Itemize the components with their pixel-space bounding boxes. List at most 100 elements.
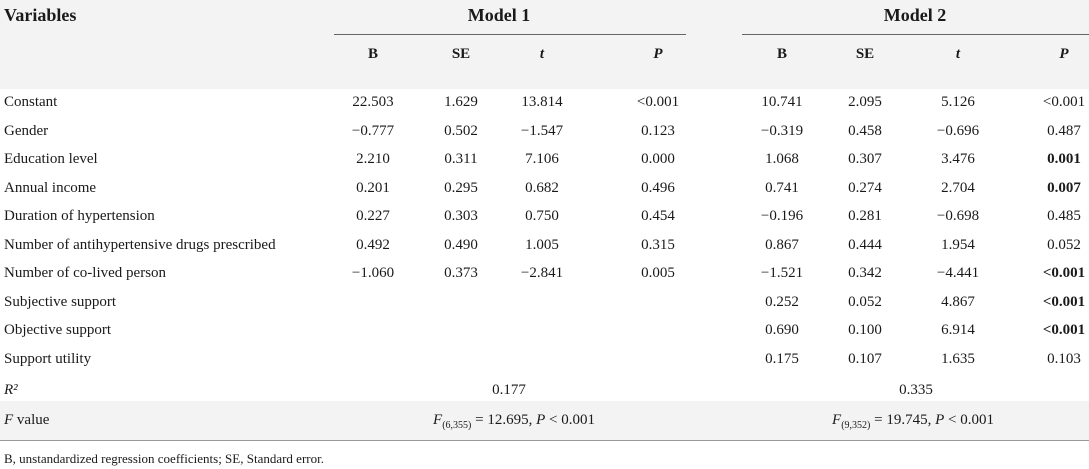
row-label: Number of antihypertensive drugs prescri… [4, 237, 276, 253]
m2-p-cell: <0.001 [1042, 94, 1086, 110]
m1-b-cell: 22.503 [352, 94, 394, 110]
bottom-rule [0, 440, 1089, 441]
m1-p-cell: 0.454 [641, 208, 675, 224]
m2-se-cell: 0.342 [848, 265, 882, 281]
m2-p-cell: 0.007 [1047, 180, 1081, 196]
m1-p-cell: <0.001 [636, 94, 680, 110]
fvalue-label: F value [4, 412, 50, 428]
row-label: Support utility [4, 351, 92, 367]
fvalue-m2-pval: < 0.001 [944, 412, 994, 428]
m2-t-cell: −4.441 [936, 265, 980, 281]
m2-b-cell: 0.252 [765, 294, 799, 310]
m2-b-cell: −0.319 [760, 123, 804, 139]
row-label: Duration of hypertension [4, 208, 155, 224]
model1-header: Model 1 [467, 5, 531, 25]
m1-se-cell: 0.295 [444, 180, 478, 196]
m2-t-cell: 2.704 [941, 180, 975, 196]
m2-se-cell: 0.307 [848, 151, 882, 167]
row-label: Annual income [4, 180, 97, 196]
row-label: Number of co-lived person [4, 265, 167, 281]
fvalue-m1-stat: = 12.695, [471, 412, 537, 428]
row-label: Constant [4, 94, 58, 110]
m1-p-cell: 0.315 [641, 237, 675, 253]
m1-col-se: SE [451, 46, 471, 62]
m2-p-cell: 0.001 [1047, 151, 1081, 167]
m2-se-cell: 0.281 [848, 208, 882, 224]
m1-t-cell: −1.547 [520, 123, 564, 139]
m2-p-cell: 0.052 [1047, 237, 1081, 253]
r2-model1: 0.177 [492, 382, 526, 398]
m2-b-cell: 0.175 [765, 351, 799, 367]
m1-col-p: P [653, 46, 663, 62]
row-label: Gender [4, 123, 49, 139]
m2-t-cell: 1.635 [941, 351, 975, 367]
row-label: Objective support [4, 322, 112, 338]
fvalue-m2-stat: = 19.745, [870, 412, 936, 428]
m1-t-cell: 13.814 [521, 94, 563, 110]
m2-t-cell: 4.867 [941, 294, 975, 310]
fvalue-model2: F(9,352) = 19.745, P < 0.001 [832, 412, 994, 431]
r2-label: R² [4, 382, 18, 398]
m1-p-cell: 0.000 [641, 151, 675, 167]
m1-p-cell: 0.123 [641, 123, 675, 139]
m2-b-cell: 0.741 [765, 180, 799, 196]
fvalue-m2-df: (9,352) [841, 420, 871, 431]
fvalue-m1-pval: < 0.001 [545, 412, 595, 428]
m2-p-cell: <0.001 [1042, 322, 1086, 338]
m1-t-cell: 0.750 [525, 208, 559, 224]
m2-t-cell: 6.914 [941, 322, 975, 338]
m2-b-cell: −1.521 [760, 265, 804, 281]
fvalue-m1-df: (6,355) [442, 420, 472, 431]
m2-se-cell: 2.095 [848, 94, 882, 110]
m1-col-t: t [539, 46, 545, 62]
m2-t-cell: −0.698 [936, 208, 980, 224]
model2-rule [742, 34, 1089, 35]
m2-se-cell: 0.458 [848, 123, 882, 139]
fvalue-m2-p: P [935, 412, 945, 428]
variables-header: Variables [4, 5, 77, 25]
model1-rule [334, 34, 686, 35]
m1-t-cell: 7.106 [525, 151, 559, 167]
m2-t-cell: 1.954 [941, 237, 975, 253]
row-label: Education level [4, 151, 98, 167]
m1-b-cell: 0.227 [356, 208, 390, 224]
m2-se-cell: 0.107 [848, 351, 882, 367]
fvalue-label-rest: value [13, 412, 50, 428]
m2-b-cell: 0.867 [765, 237, 799, 253]
m2-p-cell: <0.001 [1042, 265, 1086, 281]
fvalue-m1-p: P [536, 412, 546, 428]
m2-se-cell: 0.100 [848, 322, 882, 338]
m2-col-t: t [955, 46, 961, 62]
header-band [0, 0, 1089, 89]
m1-se-cell: 0.490 [444, 237, 478, 253]
m2-se-cell: 0.274 [848, 180, 882, 196]
m2-b-cell: 10.741 [761, 94, 803, 110]
m2-col-p: P [1059, 46, 1069, 62]
m1-b-cell: −0.777 [351, 123, 395, 139]
m2-col-se: SE [855, 46, 875, 62]
m1-se-cell: 0.303 [444, 208, 478, 224]
m2-t-cell: −0.696 [936, 123, 980, 139]
m2-p-cell: <0.001 [1042, 294, 1086, 310]
m2-p-cell: 0.485 [1047, 208, 1081, 224]
m1-b-cell: −1.060 [351, 265, 395, 281]
m1-t-cell: 0.682 [525, 180, 559, 196]
m1-se-cell: 0.311 [444, 151, 478, 167]
m2-t-cell: 5.126 [941, 94, 975, 110]
m1-t-cell: 1.005 [525, 237, 559, 253]
fvalue-band [0, 401, 1089, 440]
m2-p-cell: 0.487 [1047, 123, 1081, 139]
footnote: B, unstandardized regression coefficient… [4, 451, 324, 466]
m1-se-cell: 1.629 [444, 94, 478, 110]
m1-t-cell: −2.841 [520, 265, 564, 281]
m1-b-cell: 2.210 [356, 151, 390, 167]
row-label: Subjective support [4, 294, 117, 310]
m2-b-cell: 0.690 [765, 322, 799, 338]
m1-b-cell: 0.201 [356, 180, 390, 196]
m2-b-cell: −0.196 [760, 208, 804, 224]
m2-se-cell: 0.444 [848, 237, 882, 253]
m2-se-cell: 0.052 [848, 294, 882, 310]
r2-model2: 0.335 [899, 382, 933, 398]
model2-header: Model 2 [883, 5, 947, 25]
m2-col-b: B [776, 46, 788, 62]
